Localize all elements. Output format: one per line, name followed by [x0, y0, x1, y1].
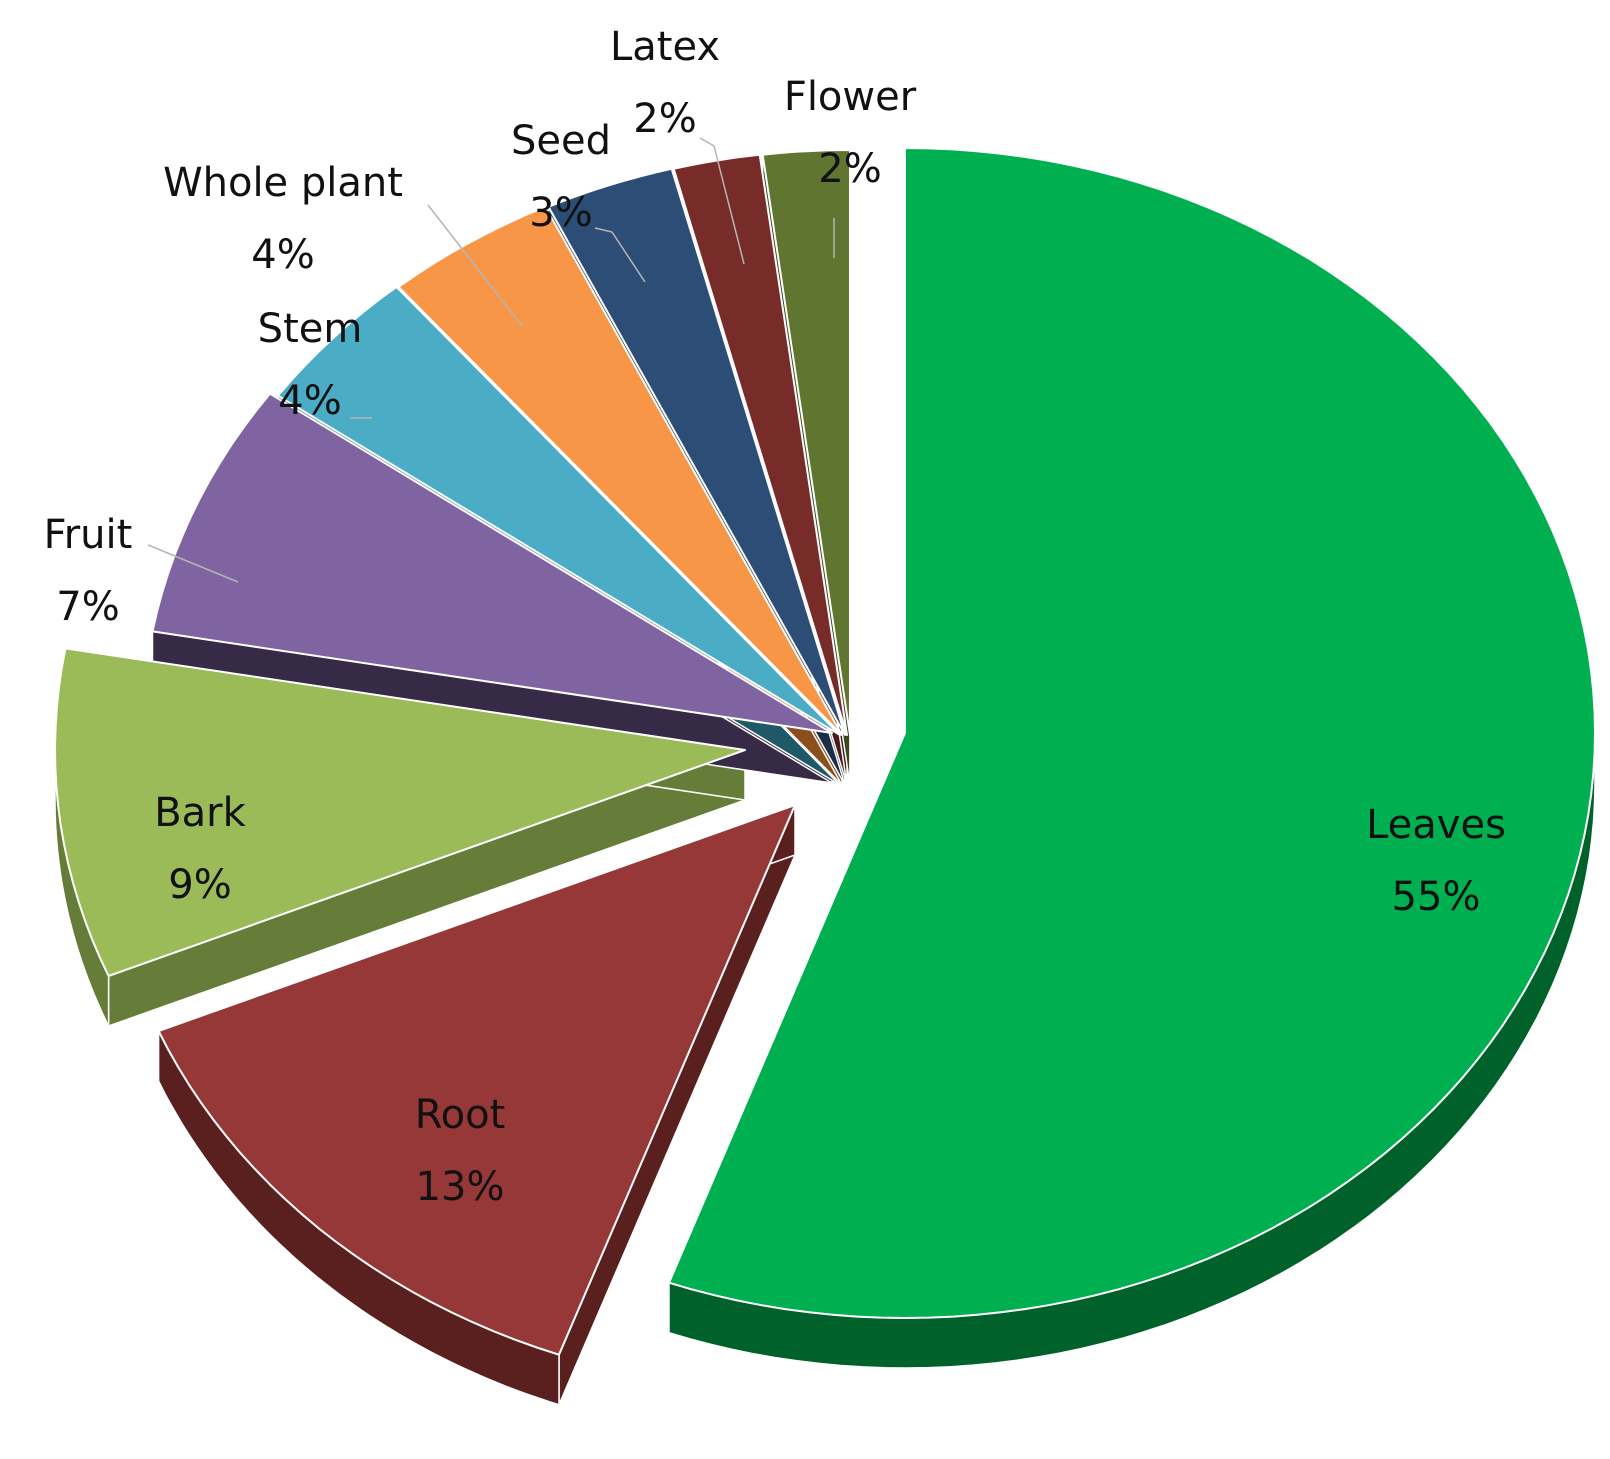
- slice-tops: [54, 147, 1596, 1356]
- leader-line-latex: [699, 137, 745, 265]
- slice-seed: [547, 167, 846, 736]
- slice-latex: [672, 153, 848, 736]
- label-latex-pct: 2%: [633, 96, 696, 142]
- label-flower-pct: 2%: [818, 146, 881, 192]
- label-bark-name: Bark: [154, 790, 246, 836]
- slice-leaves: [668, 147, 1596, 1319]
- label-latex-name: Latex: [610, 24, 720, 70]
- label-leaves-pct: 55%: [1392, 874, 1481, 920]
- leader-lines: [147, 137, 835, 583]
- label-whole-plant-name: Whole plant: [163, 160, 403, 206]
- label-seed-name: Seed: [511, 118, 611, 164]
- label-stem-pct: 4%: [278, 378, 341, 424]
- slice-bark: [54, 647, 746, 977]
- label-root-name: Root: [415, 1092, 506, 1138]
- slice-flower: [761, 149, 851, 736]
- label-whole-plant-pct: 4%: [251, 232, 314, 278]
- slice-whole-plant: [397, 205, 843, 736]
- label-bark-pct: 9%: [168, 862, 231, 908]
- leader-line-fruit: [147, 544, 239, 583]
- slice-fruit: [151, 392, 833, 734]
- label-seed-pct: 3%: [529, 190, 592, 236]
- label-fruit-name: Fruit: [44, 512, 133, 558]
- label-fruit-pct: 7%: [56, 584, 119, 630]
- leader-line-seed: [594, 227, 646, 283]
- label-leaves-name: Leaves: [1366, 802, 1506, 848]
- slice-stem: [276, 285, 841, 736]
- label-root-pct: 13%: [416, 1164, 505, 1210]
- leader-line-whole-plant: [427, 204, 523, 327]
- slice-root: [157, 804, 796, 1356]
- label-stem-name: Stem: [258, 306, 363, 352]
- label-flower-name: Flower: [784, 74, 917, 120]
